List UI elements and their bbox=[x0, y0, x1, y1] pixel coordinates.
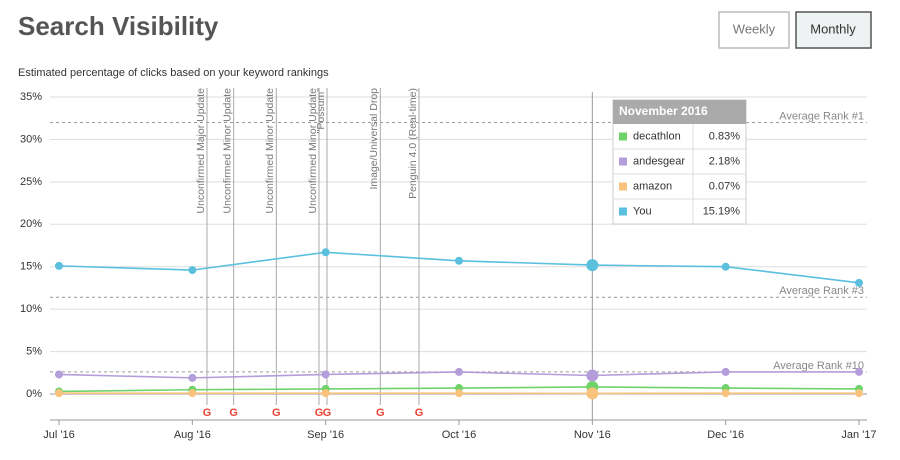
monthly-button[interactable] bbox=[795, 11, 872, 49]
x-tick-label: Jul '16 bbox=[43, 429, 74, 441]
tooltip-value: 0.83% bbox=[709, 130, 740, 142]
data-point bbox=[455, 389, 463, 398]
data-point bbox=[55, 389, 63, 398]
x-tick-label: Nov '16 bbox=[574, 429, 611, 441]
legend-label: amazon bbox=[633, 180, 672, 192]
google-icon: G bbox=[323, 407, 332, 419]
data-point bbox=[721, 262, 730, 271]
annotation-label: Penguin 4.0 (Real-time) bbox=[407, 88, 419, 199]
legend-label: andesgear bbox=[633, 155, 685, 167]
y-tick-label: 35% bbox=[20, 91, 42, 103]
annotation-label: Unconfirmed Minor Update bbox=[307, 88, 319, 214]
page-title: Search Visibility bbox=[18, 11, 219, 41]
data-point bbox=[321, 370, 330, 379]
reference-label: Average Rank #1 bbox=[779, 110, 864, 122]
data-point bbox=[321, 248, 330, 257]
annotation-label: Image/Universal Drop bbox=[368, 88, 380, 190]
reference-label: Average Rank #3 bbox=[779, 285, 864, 297]
data-point bbox=[721, 389, 730, 398]
google-icon: G bbox=[272, 407, 281, 419]
y-tick-label: 5% bbox=[26, 345, 42, 357]
legend-swatch bbox=[619, 132, 627, 141]
data-point bbox=[721, 367, 730, 376]
legend-label: You bbox=[633, 205, 652, 217]
data-point bbox=[321, 389, 330, 398]
google-icon: G bbox=[203, 407, 212, 419]
x-tick-label: Dec '16 bbox=[707, 429, 744, 441]
x-tick-label: Oct '16 bbox=[442, 429, 477, 441]
data-point bbox=[586, 259, 599, 272]
weekly-label[interactable]: Weekly bbox=[733, 21, 776, 36]
tooltip-value: 0.07% bbox=[709, 180, 740, 192]
weekly-button[interactable] bbox=[718, 11, 790, 49]
data-point bbox=[455, 256, 463, 265]
monthly-label[interactable]: Monthly bbox=[810, 21, 856, 36]
y-tick-label: 0% bbox=[26, 388, 42, 400]
google-icon: G bbox=[229, 407, 238, 419]
y-tick-label: 25% bbox=[20, 176, 42, 188]
tooltip-value: 2.18% bbox=[709, 155, 740, 167]
data-point bbox=[855, 278, 863, 287]
x-tick-label: Jan '17 bbox=[841, 429, 876, 441]
data-point bbox=[188, 373, 197, 382]
tooltip-value: 15.19% bbox=[703, 205, 741, 217]
data-point bbox=[188, 389, 197, 398]
data-point bbox=[586, 387, 599, 400]
annotation-label: Unconfirmed Minor Update bbox=[221, 88, 233, 214]
data-point bbox=[855, 367, 863, 376]
data-point bbox=[855, 389, 863, 398]
x-tick-label: Sep '16 bbox=[307, 429, 344, 441]
google-icon: G bbox=[415, 407, 424, 419]
data-point bbox=[55, 370, 63, 379]
annotation-label: Unconfirmed Minor Update bbox=[264, 88, 276, 214]
x-tick-label: Aug '16 bbox=[174, 429, 211, 441]
y-tick-label: 15% bbox=[20, 261, 42, 273]
y-tick-label: 20% bbox=[20, 218, 42, 230]
google-icon: G bbox=[376, 407, 385, 419]
legend-swatch bbox=[619, 207, 627, 216]
legend-label: decathlon bbox=[633, 130, 681, 142]
legend-swatch bbox=[619, 157, 627, 166]
tooltip-header bbox=[613, 100, 746, 124]
data-point bbox=[188, 266, 197, 275]
y-tick-label: 10% bbox=[20, 303, 42, 315]
data-point bbox=[586, 369, 599, 382]
annotation-label: "Possum" bbox=[315, 88, 327, 134]
reference-label: Average Rank #10 bbox=[773, 360, 864, 372]
annotation-label: Unconfirmed Major Update bbox=[195, 88, 207, 214]
data-point bbox=[55, 261, 63, 270]
legend-swatch bbox=[619, 182, 627, 191]
chart-subtitle: Estimated percentage of clicks based on … bbox=[18, 67, 329, 79]
tooltip-title: November 2016 bbox=[619, 104, 708, 118]
data-point bbox=[455, 367, 463, 376]
y-tick-label: 30% bbox=[20, 133, 42, 145]
google-icon: G bbox=[315, 407, 324, 419]
